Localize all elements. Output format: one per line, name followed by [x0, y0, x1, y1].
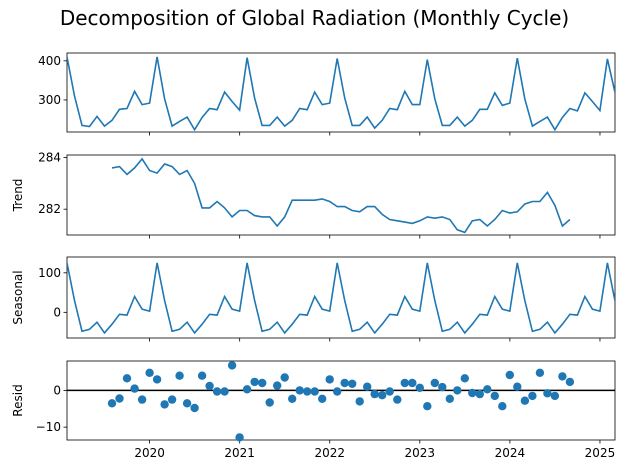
resid-point [137, 395, 147, 404]
resid-point [333, 387, 342, 396]
trend-line [111, 157, 571, 234]
seasonal-frame [66, 256, 616, 339]
xtick-label: 2020 [134, 446, 165, 460]
resid-point [475, 389, 484, 399]
seasonal-line [67, 262, 615, 335]
resid-point [280, 373, 289, 382]
resid-point [220, 387, 229, 396]
resid-point [355, 397, 364, 406]
resid-point [145, 368, 154, 377]
resid-point [430, 378, 439, 388]
resid-point [468, 388, 477, 398]
resid-point [160, 400, 169, 409]
resid-point [242, 385, 252, 394]
resid-ytick-label: 0 [53, 383, 61, 397]
trend-ylabel: Trend [11, 179, 25, 213]
resid-point [295, 386, 304, 395]
seasonal-ylabel: Seasonal [11, 270, 25, 324]
resid-point [258, 378, 267, 388]
trend-ytick-label: 284 [38, 151, 61, 165]
resid-point [182, 399, 192, 408]
resid-point [115, 394, 124, 403]
resid-point [400, 378, 409, 388]
resid-point [520, 396, 530, 405]
observed-frame [66, 52, 616, 133]
resid-point [340, 378, 349, 388]
resid-point [415, 383, 424, 392]
resid-point [265, 398, 274, 407]
resid-point [318, 394, 327, 403]
trend-frame [66, 154, 616, 236]
resid-point [498, 402, 507, 411]
resid-point [325, 375, 334, 384]
resid-point [370, 389, 379, 399]
xtick-label: 2025 [585, 446, 616, 460]
resid-point [122, 374, 132, 383]
resid-point [565, 377, 575, 387]
resid-point [378, 391, 387, 400]
resid-point [190, 403, 199, 413]
observed-ytick-label: 400 [38, 54, 61, 68]
resid-point [212, 387, 222, 396]
resid-point [528, 391, 537, 401]
resid-point [460, 374, 469, 383]
resid-point [483, 385, 492, 394]
seasonal-ytick-label: 100 [38, 266, 61, 280]
resid-point [235, 433, 244, 442]
resid-point [550, 391, 560, 401]
resid-point [558, 372, 567, 381]
resid-point [167, 395, 177, 404]
resid-point [363, 382, 372, 391]
resid-point [438, 382, 447, 392]
resid-point [250, 377, 259, 387]
xtick-label: 2022 [314, 446, 345, 460]
resid-ytick-label: −10 [36, 420, 61, 434]
resid-point [513, 382, 522, 391]
resid-point [130, 384, 139, 393]
resid-point [535, 368, 545, 377]
resid-frame [66, 360, 616, 441]
seasonal-ytick-label: 0 [53, 305, 61, 319]
resid-point [348, 379, 357, 388]
resid-point [273, 381, 282, 390]
chart-title: Decomposition of Global Radiation (Month… [59, 6, 570, 30]
resid-point [505, 370, 514, 380]
resid-point [152, 375, 162, 384]
resid-point [288, 394, 297, 403]
resid-point [227, 361, 237, 370]
resid-point [310, 387, 319, 396]
resid-point [205, 381, 214, 391]
observed-ytick-label: 300 [38, 93, 61, 107]
resid-point [393, 395, 402, 404]
resid-point [543, 389, 552, 398]
resid-point [408, 378, 417, 388]
xtick-label: 2023 [405, 446, 436, 460]
resid-point [385, 387, 394, 396]
xtick-label: 2021 [224, 446, 255, 460]
resid-point [197, 371, 207, 380]
xtick-label: 2024 [495, 446, 526, 460]
resid-point [453, 386, 462, 395]
trend-ytick-label: 282 [38, 202, 61, 216]
resid-point [303, 387, 312, 396]
resid-point [175, 371, 184, 380]
resid-ylabel: Resid [11, 384, 25, 416]
resid-point [423, 402, 432, 411]
resid-point [107, 399, 117, 408]
observed-line [67, 56, 615, 132]
resid-point [445, 394, 454, 403]
resid-point [490, 391, 499, 401]
